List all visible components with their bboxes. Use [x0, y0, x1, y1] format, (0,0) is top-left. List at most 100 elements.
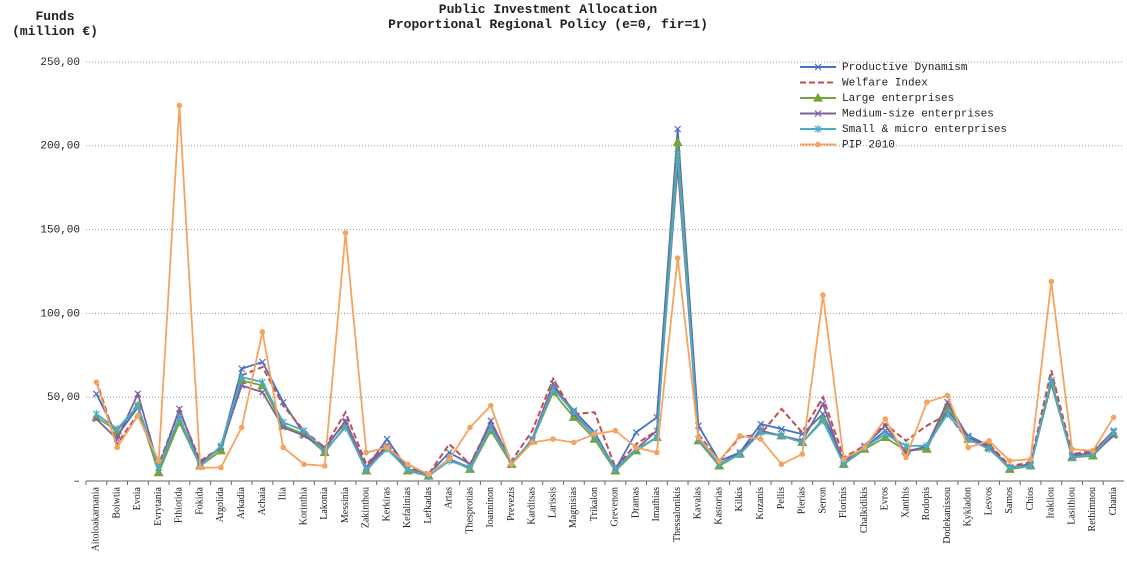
marker — [903, 454, 909, 461]
marker — [814, 125, 822, 133]
marker — [238, 424, 245, 431]
marker — [736, 450, 744, 459]
marker — [632, 428, 640, 436]
x-tick-label: Kykladon — [963, 487, 974, 526]
marker — [695, 434, 702, 441]
marker — [155, 458, 162, 464]
x-tick-label: Lesvos — [983, 487, 994, 515]
series — [91, 137, 1119, 480]
legend-label: Large enterprises — [842, 93, 954, 105]
marker — [280, 444, 287, 451]
marker — [570, 408, 578, 417]
chart-subtitle: Proportional Regional Policy (e=0, fir=1… — [388, 17, 708, 32]
x-tick-label: Prevezis — [506, 487, 517, 521]
marker — [238, 365, 246, 373]
x-tick-label: Chania — [1108, 486, 1119, 515]
y-tick-label: – — [73, 476, 80, 488]
marker — [674, 150, 682, 159]
x-tick-label: Ioanninon — [485, 487, 496, 528]
x-tick-label: Ilia — [278, 486, 289, 500]
marker — [674, 255, 681, 261]
x-tick-label: Lefkadas — [423, 487, 434, 524]
y-tick-label: 50,00 — [47, 392, 80, 404]
y-axis-label: Funds — [35, 9, 74, 24]
marker — [1047, 376, 1055, 385]
marker — [279, 418, 287, 427]
marker — [923, 441, 931, 450]
x-tick-label: Lasithiou — [1066, 487, 1077, 525]
x-tick-label: Pellis — [776, 487, 787, 509]
marker — [757, 420, 765, 428]
marker — [134, 390, 142, 398]
marker — [529, 439, 536, 446]
marker — [674, 125, 682, 133]
marker — [259, 358, 266, 366]
marker — [778, 431, 785, 440]
marker — [1090, 448, 1096, 454]
x-tick-label: Fokida — [194, 486, 205, 514]
legend-label: Small & micro enterprises — [842, 124, 1007, 136]
x-tick-label: Samos — [1004, 487, 1015, 514]
marker — [1027, 461, 1035, 470]
marker — [778, 461, 785, 468]
marker — [799, 451, 806, 457]
x-tick-label: Messinia — [340, 486, 351, 523]
marker — [238, 373, 246, 382]
marker — [425, 471, 432, 478]
marker — [1110, 428, 1118, 437]
series — [95, 145, 1115, 476]
legend-label: Medium-size enterprises — [842, 108, 994, 120]
marker — [92, 409, 100, 418]
marker — [820, 292, 826, 298]
x-tick-label: Achaia — [257, 486, 268, 515]
marker — [342, 230, 349, 236]
y-tick-label: 100,00 — [40, 308, 80, 320]
marker — [466, 463, 474, 472]
x-tick-label: Chios — [1025, 487, 1036, 510]
marker — [135, 412, 141, 419]
marker — [342, 417, 349, 425]
marker — [153, 467, 164, 477]
marker — [1006, 463, 1014, 472]
x-tick-label: Evros — [880, 487, 891, 510]
x-tick-label: Korinthia — [298, 486, 309, 525]
marker — [301, 461, 307, 468]
marker — [814, 110, 822, 117]
marker — [672, 137, 683, 147]
marker — [944, 392, 951, 399]
x-tick-label: Evrytania — [153, 486, 164, 525]
x-tick-label: Thesprotias — [464, 487, 475, 534]
x-tick-label: Artas — [444, 487, 455, 509]
series — [92, 162, 1118, 478]
marker — [902, 441, 910, 450]
x-tick-label: Florinis — [838, 487, 849, 518]
marker — [134, 401, 142, 410]
series-line — [95, 154, 1115, 477]
x-tick-label: Rethimnou — [1087, 487, 1098, 531]
x-tick-label: Larissis — [547, 487, 558, 518]
marker — [321, 463, 328, 469]
marker — [215, 445, 226, 455]
marker — [591, 431, 598, 437]
x-tick-label: Rodopis — [921, 487, 932, 520]
marker — [446, 456, 453, 463]
marker — [259, 378, 266, 387]
marker — [487, 417, 495, 425]
series-line — [95, 145, 1115, 476]
series — [93, 102, 1117, 478]
chart-title: Public Investment Allocation — [439, 2, 658, 17]
marker — [815, 141, 821, 148]
marker — [944, 409, 951, 418]
x-tick-label: Pierias — [797, 487, 808, 514]
marker — [861, 444, 868, 451]
x-tick-label: Zakinthou — [361, 487, 372, 528]
x-tick-label: Magnisias — [568, 487, 579, 528]
x-tick-label: Kerkiras — [381, 487, 392, 522]
marker — [550, 436, 556, 442]
marker — [175, 405, 183, 413]
marker — [197, 464, 203, 471]
x-tick-label: Chalkidikis — [859, 487, 870, 533]
x-tick-label: Aitoloakarnania — [91, 486, 102, 551]
marker — [1007, 458, 1013, 464]
